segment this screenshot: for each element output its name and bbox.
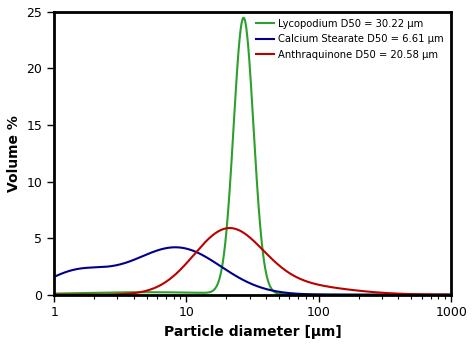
Line: Calcium Stearate D50 = 6.61 μm: Calcium Stearate D50 = 6.61 μm [54,247,451,295]
Lycopodium D50 = 30.22 μm [303,292,309,297]
Lycopodium D50 = 30.22 μm [367,293,373,297]
Anthraquinone D50 = 20.58 μm [448,293,454,297]
Lycopodium D50 = 30.22 μm [346,293,351,297]
Lycopodium D50 = 30.22 μm [241,16,246,20]
Calcium Stearate D50 = 6.61 μm [51,275,57,279]
Anthraquinone D50 = 20.58 μm [195,248,201,252]
Calcium Stearate D50 = 6.61 μm [71,267,77,272]
Calcium Stearate D50 = 6.61 μm [286,291,292,295]
Anthraquinone D50 = 20.58 μm [51,293,57,297]
Lycopodium D50 = 30.22 μm [71,291,77,295]
Line: Lycopodium D50 = 30.22 μm: Lycopodium D50 = 30.22 μm [54,18,451,295]
Anthraquinone D50 = 20.58 μm [303,279,309,283]
Line: Anthraquinone D50 = 20.58 μm: Anthraquinone D50 = 20.58 μm [54,228,451,295]
Calcium Stearate D50 = 6.61 μm [303,292,309,296]
Lycopodium D50 = 30.22 μm [448,293,454,297]
Y-axis label: Volume %: Volume % [7,115,21,192]
Calcium Stearate D50 = 6.61 μm [173,245,178,249]
Anthraquinone D50 = 20.58 μm [286,271,292,275]
Calcium Stearate D50 = 6.61 μm [367,293,373,297]
Lycopodium D50 = 30.22 μm [286,292,292,297]
Anthraquinone D50 = 20.58 μm [227,226,232,230]
Lycopodium D50 = 30.22 μm [51,292,57,296]
Anthraquinone D50 = 20.58 μm [71,293,77,297]
Anthraquinone D50 = 20.58 μm [367,290,373,294]
Lycopodium D50 = 30.22 μm [195,291,201,295]
Calcium Stearate D50 = 6.61 μm [448,293,454,297]
Calcium Stearate D50 = 6.61 μm [346,293,351,297]
Legend: Lycopodium D50 = 30.22 μm, Calcium Stearate D50 = 6.61 μm, Anthraquinone D50 = 2: Lycopodium D50 = 30.22 μm, Calcium Stear… [255,17,446,62]
Anthraquinone D50 = 20.58 μm [346,288,351,292]
Calcium Stearate D50 = 6.61 μm [195,251,201,255]
X-axis label: Particle diameter [μm]: Particle diameter [μm] [164,325,342,339]
